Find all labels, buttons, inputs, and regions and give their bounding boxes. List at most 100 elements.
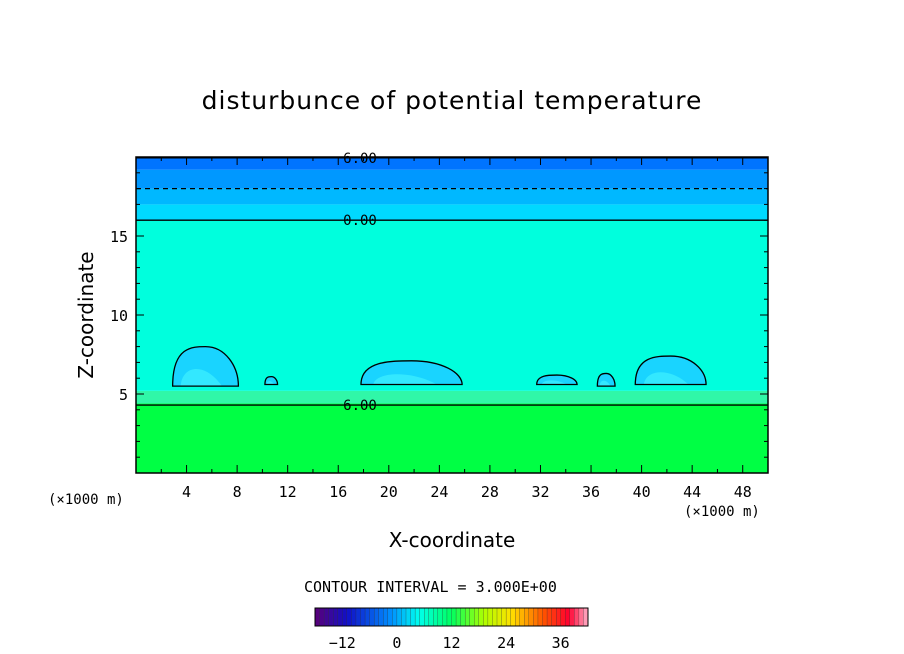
cold-blob-inner-4	[599, 380, 611, 387]
contour-label-3: 6.00	[343, 398, 377, 414]
band-6	[136, 157, 768, 170]
colorbar-cell	[505, 607, 512, 627]
colorbar-cell	[424, 607, 430, 627]
colorbar-cell	[537, 607, 543, 627]
colorbar-cell	[515, 607, 521, 627]
colorbar-cell	[433, 607, 439, 627]
x-tick-label: 12	[279, 483, 297, 501]
colorbar-tick-label: 0	[392, 634, 401, 652]
colorbar-tick-label: 36	[552, 634, 570, 652]
cold-blob-inner-1	[266, 381, 275, 385]
colorbar-cell	[387, 607, 393, 627]
colorbar-cell	[373, 607, 380, 627]
band-4	[136, 188, 768, 205]
colorbar-cell	[337, 607, 343, 627]
contour-label-0: 6.00	[343, 151, 377, 167]
colorbar-cells	[314, 607, 589, 627]
colorbar-tick-label: −12	[329, 634, 356, 652]
colorbar-cell	[446, 607, 452, 627]
contour-label-2: 0.00	[343, 213, 377, 229]
y-tick-label: 10	[110, 307, 128, 325]
colorbar-cell	[414, 607, 421, 627]
x-tick-label: 24	[430, 483, 448, 501]
x-unit-right: (×1000 m)	[684, 504, 760, 520]
colorbar-cell	[392, 607, 398, 627]
x-tick-label: 32	[531, 483, 549, 501]
colorbar-cell	[369, 607, 375, 627]
x-unit-left: (×1000 m)	[48, 492, 124, 508]
band-0	[136, 403, 768, 473]
colorbar-cell	[483, 607, 489, 627]
colorbar-cell	[364, 607, 371, 627]
colorbar-cell	[501, 607, 507, 627]
colorbar-ticks: −12 0 12 24 36	[329, 634, 570, 652]
contour-lines	[136, 157, 768, 406]
colorbar-cell	[578, 607, 584, 627]
colorbar-cell	[346, 607, 352, 627]
colorbar-cell	[546, 607, 553, 627]
colorbar-cell	[519, 607, 525, 627]
colorbar-cell	[487, 607, 493, 627]
colorbar-tick-label: 12	[442, 634, 460, 652]
x-tick-label: 36	[582, 483, 600, 501]
contour-interval: CONTOUR INTERVAL = 3.000E+00	[304, 578, 557, 596]
color-bands	[136, 157, 768, 473]
colorbar-cell	[464, 607, 471, 627]
colorbar-cell	[565, 607, 571, 627]
colorbar-cell	[560, 607, 566, 627]
colorbar-cell	[328, 607, 334, 627]
x-tick-label: 4	[182, 483, 191, 501]
axis-ticks	[136, 157, 768, 473]
colorbar-cell	[528, 607, 534, 627]
colorbar-cell	[556, 607, 562, 627]
x-tick-label: 44	[683, 483, 701, 501]
colorbar-cell	[574, 607, 580, 627]
colorbar-cell	[314, 607, 320, 627]
cold-blob-inner-2	[373, 374, 437, 385]
colorbar-cell	[442, 607, 448, 627]
colorbar-frame	[314, 607, 589, 627]
colorbar-cell	[401, 607, 407, 627]
colorbar-cell	[569, 607, 575, 627]
x-tick-label: 48	[734, 483, 752, 501]
colorbar-cell	[351, 607, 357, 627]
x-tick-label: 16	[329, 483, 347, 501]
colorbar-cell	[524, 607, 530, 627]
colorbar-cell	[533, 607, 539, 627]
colorbar-cell	[478, 607, 484, 627]
colorbar-cell	[428, 607, 434, 627]
contour-labels: 6.00 0.00 6.00	[343, 151, 377, 414]
colorbar-cell	[342, 607, 348, 627]
colorbar-cell	[437, 607, 443, 627]
x-tick-label: 20	[380, 483, 398, 501]
colorbar-cell	[355, 607, 361, 627]
band-3	[136, 204, 768, 221]
colorbar-tick-label: 24	[497, 634, 515, 652]
colorbar-cell	[360, 607, 366, 627]
cold-blob-contour-4	[596, 372, 616, 387]
cold-blob-inner-0	[180, 369, 222, 387]
chart-title: disturbunce of potential temperature	[201, 86, 703, 115]
colorbar-cell	[323, 607, 330, 627]
colorbar-cell	[510, 607, 516, 627]
colorbar-cell	[542, 607, 548, 627]
colorbar-cell	[451, 607, 457, 627]
colorbar-cell	[405, 607, 411, 627]
cold-blob-contour-0	[172, 345, 240, 387]
y-tick-label: 15	[110, 228, 128, 246]
colorbar-cell	[460, 607, 466, 627]
x-tick-label: 40	[633, 483, 651, 501]
cold-blob-contour-2	[360, 360, 463, 386]
cold-blob-inner-5	[643, 372, 689, 385]
colorbar-cell	[551, 607, 557, 627]
colorbar-cell	[492, 607, 498, 627]
x-axis-label: X-coordinate	[388, 528, 516, 552]
y-tick-label: 5	[119, 386, 128, 404]
colorbar-cell	[396, 607, 402, 627]
x-tick-label: 8	[233, 483, 242, 501]
cold-blob-contour-5	[634, 355, 707, 386]
colorbar-cell	[378, 607, 384, 627]
cold-blob-contour-1	[264, 375, 279, 386]
